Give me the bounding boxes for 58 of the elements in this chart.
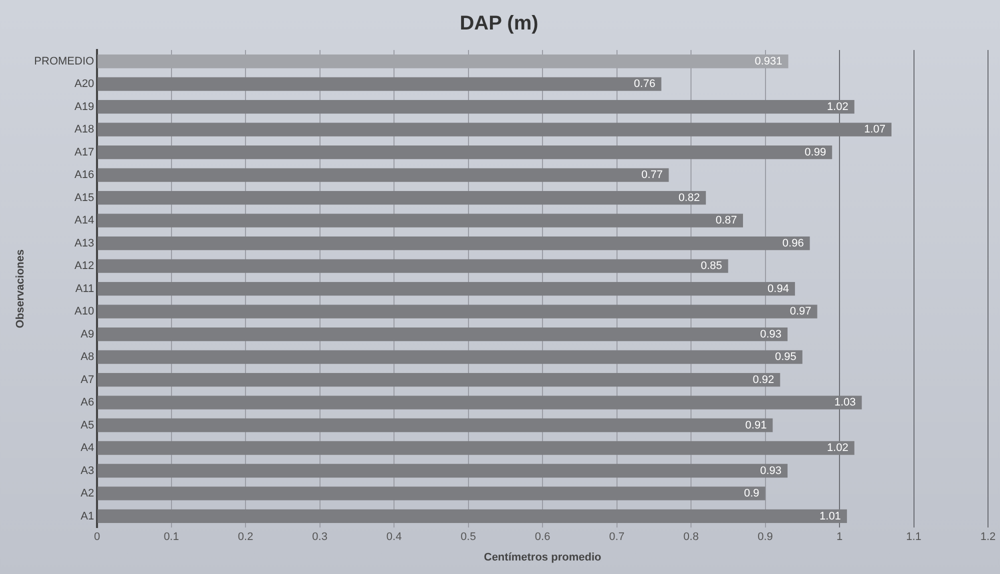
data-label: 1.01 xyxy=(820,510,841,522)
y-axis-title: Observaciones xyxy=(14,249,27,328)
y-tick-label: A3 xyxy=(80,464,94,477)
y-tick-label: A16 xyxy=(74,169,94,182)
y-tick-label: A11 xyxy=(75,282,94,295)
data-label: 0.77 xyxy=(641,169,663,182)
y-tick-label: PROMEDIO xyxy=(34,55,95,68)
x-tick-label: 0.4 xyxy=(386,531,402,544)
data-label: 1.03 xyxy=(834,396,856,409)
x-tick-label: 1 xyxy=(836,531,843,544)
data-label: 0.87 xyxy=(716,214,737,227)
data-label: 0.91 xyxy=(745,419,767,432)
x-tick-label: 0 xyxy=(94,531,100,544)
y-tick-label: A18 xyxy=(74,124,94,136)
data-label: 1.02 xyxy=(826,442,848,454)
y-tick-label: A14 xyxy=(74,214,94,227)
data-label: 0.931 xyxy=(754,55,782,68)
x-tick-label: 0.2 xyxy=(238,531,254,544)
chart-title: DAP (m) xyxy=(460,12,538,35)
x-tick-label: 0.6 xyxy=(534,531,550,544)
y-tick-label: A15 xyxy=(74,192,94,204)
data-label: 0.95 xyxy=(774,351,796,364)
x-tick-label: 0.7 xyxy=(609,531,624,544)
y-tick-label: A17 xyxy=(74,146,94,158)
x-tick-label: 1.2 xyxy=(980,531,996,544)
y-tick-label: A2 xyxy=(80,488,94,500)
y-tick-label: A6 xyxy=(80,396,94,409)
y-tick-label: A13 xyxy=(74,237,94,250)
y-tick-label: A9 xyxy=(80,328,94,340)
data-label: 1.02 xyxy=(826,100,848,113)
x-tick-label: 0.5 xyxy=(460,531,476,544)
y-tick-label: A7 xyxy=(80,374,94,386)
y-tick-label: A4 xyxy=(80,442,94,454)
x-tick-label: 0.1 xyxy=(164,531,179,544)
y-tick-label: A19 xyxy=(74,100,94,113)
data-label: 0.96 xyxy=(782,237,804,250)
x-axis-title: Centímetros promedio xyxy=(484,551,602,564)
data-label: 1.07 xyxy=(864,124,886,136)
y-tick-label: A20 xyxy=(74,78,94,90)
data-label: 0.9 xyxy=(744,488,760,500)
data-label: 0.85 xyxy=(700,260,722,272)
x-tick-label: 0.9 xyxy=(758,531,773,544)
data-label: 0.94 xyxy=(768,282,789,295)
data-label: 0.92 xyxy=(752,374,774,386)
y-tick-label: A8 xyxy=(80,351,94,364)
x-tick-label: 0.3 xyxy=(312,531,328,544)
y-tick-label: A1 xyxy=(80,510,94,522)
y-tick-label: A10 xyxy=(74,306,94,318)
y-tick-label: A5 xyxy=(80,419,94,432)
data-label: 0.76 xyxy=(634,78,656,90)
data-label: 0.82 xyxy=(678,192,700,204)
data-label: 0.99 xyxy=(804,146,826,158)
x-tick-label: 0.8 xyxy=(683,531,699,544)
data-label: 0.97 xyxy=(790,306,812,318)
data-label: 0.93 xyxy=(760,464,782,477)
y-tick-label: A12 xyxy=(74,260,94,272)
x-tick-label: 1.1 xyxy=(906,531,922,544)
data-label: 0.93 xyxy=(760,328,782,340)
